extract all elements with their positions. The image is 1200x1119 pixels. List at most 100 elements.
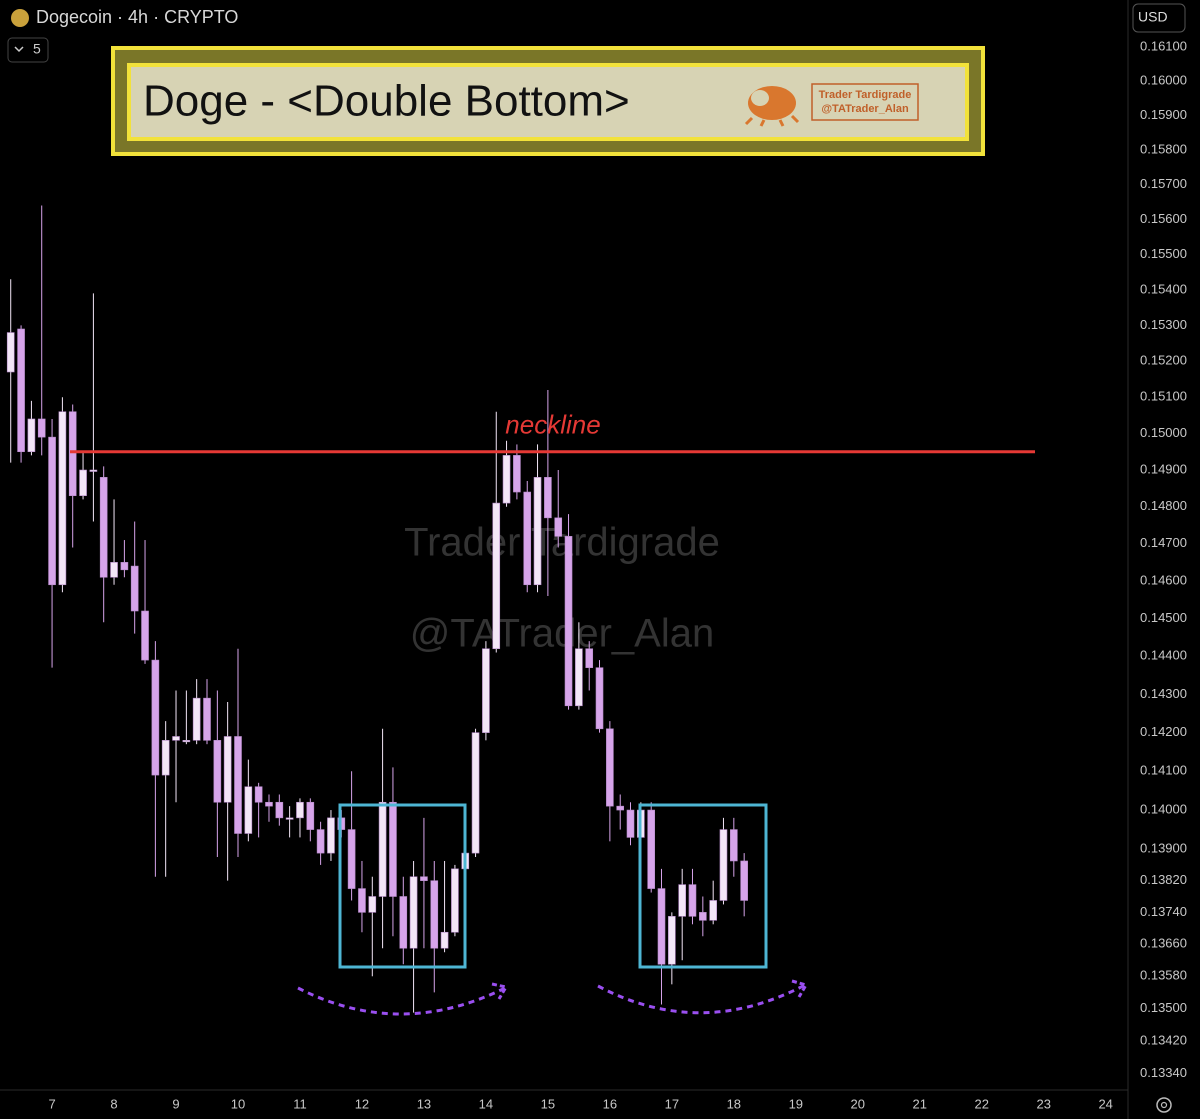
y-tick-label: 0.13900 [1140,841,1187,856]
arrow-head [791,979,809,998]
y-tick-label: 0.15200 [1140,353,1187,368]
y-tick-label: 0.13820 [1140,872,1187,887]
y-tick-label: 0.15300 [1140,317,1187,332]
candle-body [688,884,697,917]
candle-body [58,411,67,586]
bottom-box [638,803,768,969]
candle-body [110,562,118,578]
candle-body [68,411,77,497]
curved-arrow [597,983,806,1015]
logo-name: Trader Tardigrade [819,89,912,101]
y-tick-label: 0.14700 [1140,535,1187,550]
symbol-line: Dogecoin · 4h · CRYPTO [36,7,238,27]
x-tick-label: 8 [110,1096,117,1111]
y-tick-label: 0.16000 [1140,73,1187,88]
candle-body [626,809,635,838]
candle-body [471,732,480,854]
candle-body [378,801,387,897]
candle-body [192,697,201,741]
y-tick-label: 0.14600 [1140,572,1187,587]
candle-body [48,436,56,586]
chevron [14,46,24,53]
candle-body [141,610,149,661]
candle-body [254,786,263,803]
x-tick-label: 12 [355,1096,369,1111]
candle-body [502,455,511,504]
candle-body [492,502,501,650]
x-tick-label: 19 [789,1096,803,1111]
candle-body [554,517,563,537]
y-tick-label: 0.14000 [1140,801,1187,816]
x-tick-label: 16 [603,1096,617,1111]
candle-body [161,740,170,776]
coin-icon [11,9,29,27]
candle-body [17,328,25,453]
candle-body [99,477,108,578]
logo: Trader Tardigrade @TATrader_Alan [744,83,919,127]
candle-body [668,916,676,965]
candle-body [182,740,191,743]
y-tick-label: 0.13420 [1140,1032,1187,1047]
candle-body [420,876,428,881]
y-tick-label: 0.13740 [1140,904,1187,919]
candle-body [482,648,490,733]
logo-box [811,83,919,121]
candle-body [6,332,15,373]
indicators-box[interactable] [7,37,49,63]
currency-box[interactable] [1132,3,1186,33]
candle-body [575,648,583,707]
candle-body [389,801,397,897]
indicators-button[interactable]: 5 [7,37,49,63]
candle-body [347,829,356,889]
x-tick-label: 21 [913,1096,927,1111]
currency-button[interactable]: USD [1132,3,1186,33]
candle-body [544,477,552,519]
x-tick-label: 20 [851,1096,865,1111]
candle-body [740,860,748,901]
candle-body [709,900,717,921]
candle-body [27,418,36,453]
candle-body [606,728,614,807]
candle-body [368,896,377,913]
y-tick-label: 0.14400 [1140,648,1187,663]
candle-body [213,740,222,803]
x-tick-label: 22 [974,1096,988,1111]
candle-body [79,469,87,497]
y-tick-label: 0.15900 [1140,107,1187,122]
y-tick-label: 0.16100 [1140,39,1187,54]
arrow-head [491,982,509,1000]
candle-body [316,829,325,854]
x-tick-label: 23 [1036,1096,1050,1111]
curved-arrow [297,986,506,1016]
candle-body [37,418,46,438]
x-tick-label: 17 [665,1096,679,1111]
y-tick-label: 0.15400 [1140,281,1187,296]
candle-body [523,491,532,586]
logo-legs [744,114,800,127]
y-tick-label: 0.15100 [1140,389,1187,404]
settings-icon[interactable] [1156,1097,1172,1113]
candle-body [699,912,707,921]
candle-body [244,786,253,834]
candle-body [595,667,604,730]
candle-body [513,455,521,493]
x-tick-label: 10 [231,1096,245,1111]
candle-body [223,736,232,803]
y-tick-label: 0.14100 [1140,763,1187,778]
candle-body [430,880,439,949]
candle-body [730,829,738,862]
bottom-box [338,803,467,969]
y-tick-label: 0.14800 [1140,498,1187,513]
candle-body [451,868,459,933]
banner-title: Doge - <Double Bottom> [143,77,630,126]
candle-body [203,697,211,741]
candle-body [657,888,666,965]
candle-body [585,648,594,668]
candle-body [647,809,656,889]
candle-body [399,896,408,949]
candle-body [678,884,686,917]
y-tick-label: 0.15500 [1140,246,1187,261]
y-tick-label: 0.13500 [1140,1000,1187,1015]
candle-body [564,536,573,707]
